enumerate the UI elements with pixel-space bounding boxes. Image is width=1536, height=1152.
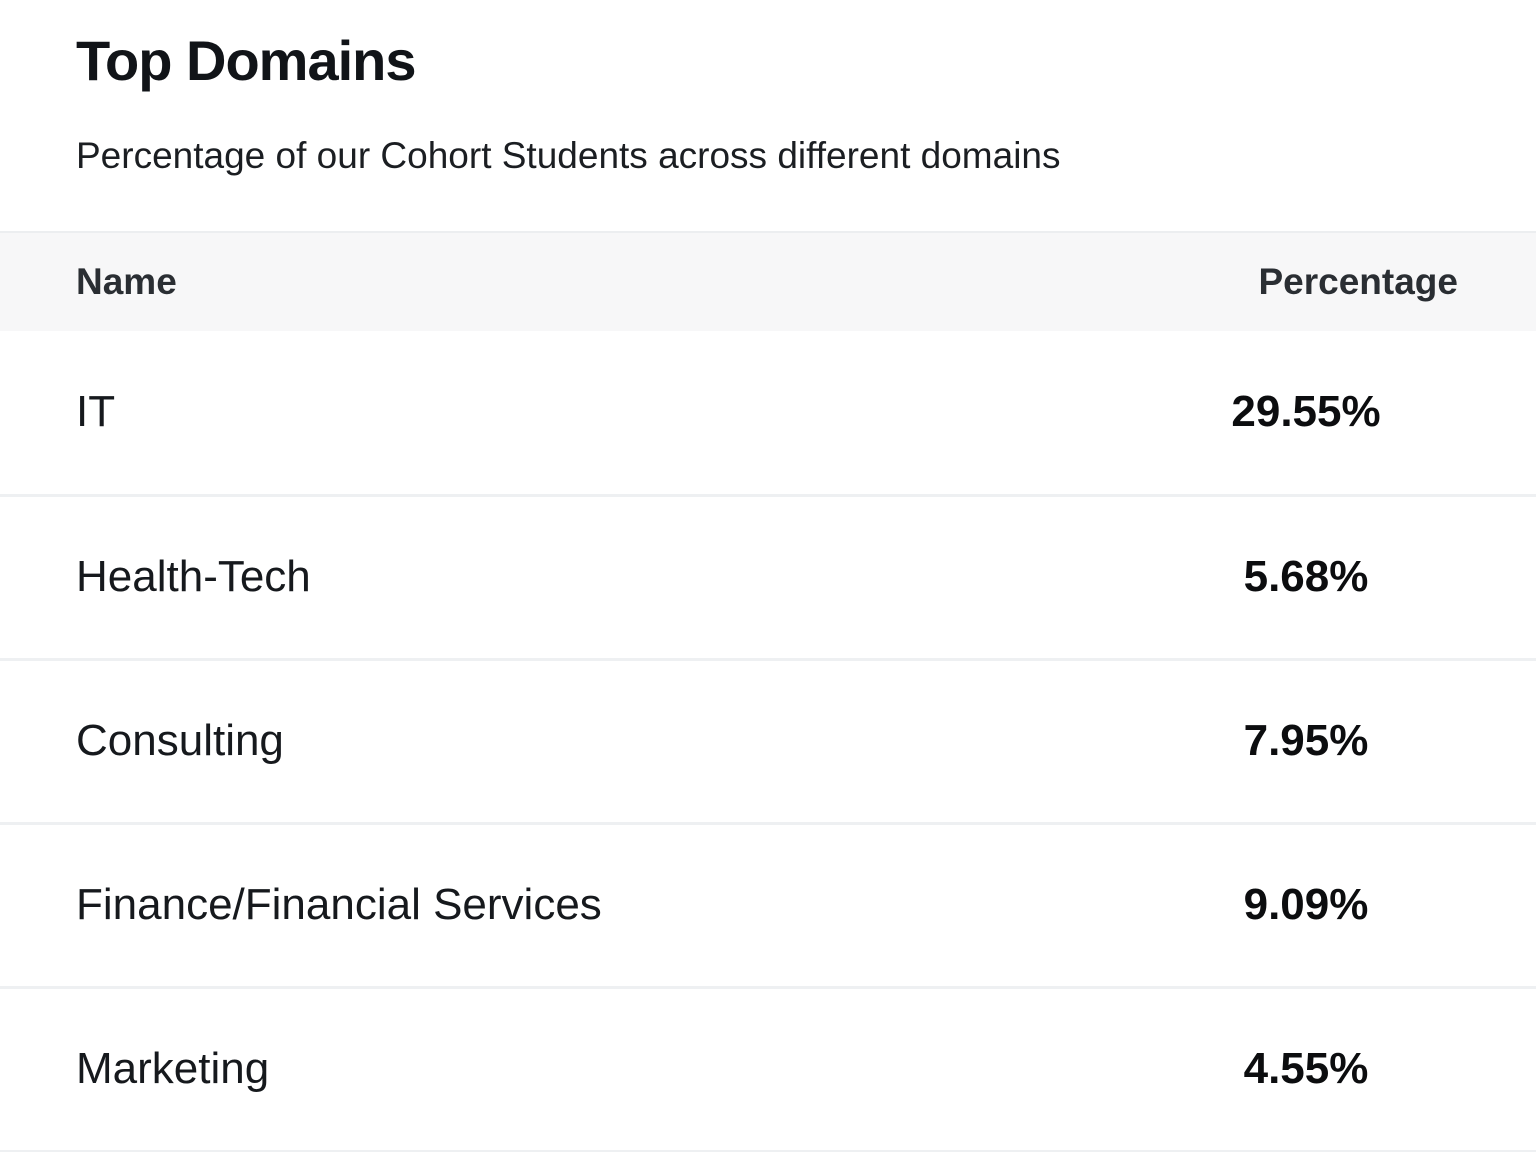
table-header: Name Percentage <box>0 232 1536 331</box>
domains-table: Name Percentage IT 29.55% Health-Tech 5.… <box>0 231 1536 1152</box>
domain-name: Consulting <box>76 716 284 765</box>
domain-percentage: 4.55% <box>1243 1044 1369 1093</box>
domain-percentage: 5.68% <box>1243 552 1369 601</box>
table-body: IT 29.55% Health-Tech 5.68% Consulting 7… <box>0 331 1536 1151</box>
table-row: Consulting 7.95% <box>0 659 1536 823</box>
domain-percentage: 9.09% <box>1243 880 1369 929</box>
domain-name: IT <box>76 387 116 437</box>
card-title: Top Domains <box>76 29 417 92</box>
card-subtitle: Percentage of our Cohort Students across… <box>76 135 1061 176</box>
domain-name: Marketing <box>76 1044 270 1093</box>
domain-percentage: 29.55% <box>1231 387 1381 437</box>
column-header-percentage[interactable]: Percentage <box>1258 261 1459 302</box>
domain-percentage-cell: 5.68% <box>1100 495 1536 659</box>
column-header-name[interactable]: Name <box>76 261 177 302</box>
table-row: Marketing 4.55% <box>0 987 1536 1151</box>
domain-percentage-cell: 4.55% <box>1100 987 1536 1151</box>
domain-percentage-cell: 7.95% <box>1100 659 1536 823</box>
domain-name: Health-Tech <box>76 552 311 601</box>
domain-percentage: 7.95% <box>1243 716 1369 765</box>
domain-percentage-cell: 9.09% <box>1100 823 1536 987</box>
domain-percentage-cell: 29.55% <box>1100 331 1536 495</box>
card-header: Top Domains Percentage of our Cohort Stu… <box>0 0 1536 231</box>
table-header-row: Name Percentage <box>0 232 1536 331</box>
table-row: IT 29.55% <box>0 331 1536 495</box>
table-row: Finance/Financial Services 9.09% <box>0 823 1536 987</box>
domain-name: Finance/Financial Services <box>76 880 602 929</box>
table-row: Health-Tech 5.68% <box>0 495 1536 659</box>
